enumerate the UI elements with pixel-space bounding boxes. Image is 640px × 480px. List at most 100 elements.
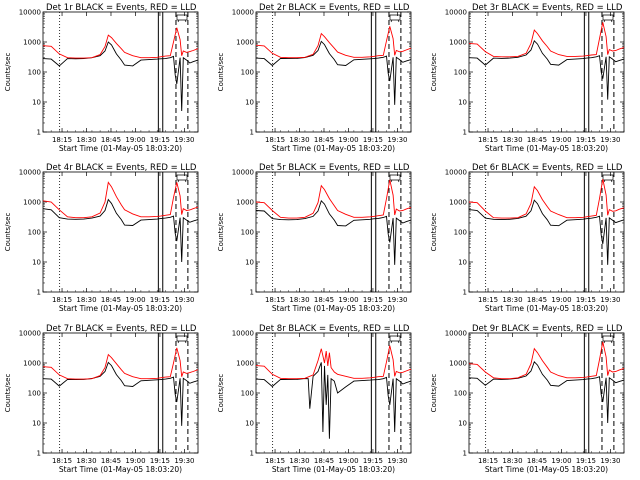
y-tick-label: 1000 [236, 199, 254, 207]
x-tick-label: 19:15 [363, 136, 383, 144]
y-tick-label: 1 [37, 289, 41, 297]
series-events-line [468, 360, 625, 424]
series-events-line [255, 199, 412, 265]
x-tick-label: 18:15 [52, 296, 72, 304]
panel-title: Det 5r BLACK = Events, RED = LLD [259, 163, 410, 173]
panel-det-4r: Det 4r BLACK = Events, RED = LLD 1 10 100 10… [4, 163, 199, 313]
x-tick-label: 19:00 [551, 457, 571, 465]
x-tick-label: 18:45 [527, 136, 547, 144]
x-tick-label: 18:30 [76, 136, 96, 144]
x-axis-label: Start Time (01-May-05 18:03:20) [59, 144, 182, 153]
y-tick-label: 1000 [23, 360, 41, 368]
attenuator-icon [389, 14, 401, 23]
y-tick-label: 1000 [236, 360, 254, 368]
x-tick-label: 18:15 [265, 457, 285, 465]
x-tick-label: 19:00 [338, 296, 358, 304]
y-tick-label: 10 [245, 420, 254, 428]
y-tick-label: 100 [454, 390, 467, 398]
attenuator-icon [176, 174, 188, 183]
y-tick-label: 10000 [19, 169, 41, 177]
y-tick-label: 10000 [232, 9, 254, 17]
y-axis-label: Counts/sec [4, 374, 12, 413]
y-axis-label: Counts/sec [217, 374, 225, 413]
attenuator-icon [602, 335, 614, 344]
panel-det-2r: Det 2r BLACK = Events, RED = LLD 1 10 100 10… [217, 3, 412, 153]
y-tick-label: 1000 [236, 39, 254, 47]
x-tick-label: 18:45 [314, 457, 334, 465]
x-tick-label: 19:30 [387, 296, 407, 304]
series-events-line [468, 39, 625, 100]
x-axis-label: Start Time (01-May-05 18:03:20) [272, 465, 395, 474]
x-tick-label: 19:30 [174, 296, 194, 304]
x-tick-label: 18:30 [76, 457, 96, 465]
y-tick-label: 10 [32, 99, 41, 107]
x-axis-label: Start Time (01-May-05 18:03:20) [59, 465, 182, 474]
x-tick-label: 19:30 [174, 136, 194, 144]
y-tick-label: 100 [454, 69, 467, 77]
y-tick-label: 100 [241, 229, 254, 237]
y-tick-label: 10 [458, 259, 467, 267]
x-tick-label: 19:00 [125, 136, 145, 144]
x-tick-label: 19:15 [363, 457, 383, 465]
panel-title: Det 4r BLACK = Events, RED = LLD [46, 163, 197, 173]
x-tick-label: 19:30 [600, 296, 620, 304]
y-tick-label: 10 [458, 420, 467, 428]
y-tick-label: 10 [245, 259, 254, 267]
y-tick-label: 10000 [445, 169, 467, 177]
x-tick-label: 18:15 [265, 136, 285, 144]
series-lld-line [42, 347, 199, 380]
y-tick-label: 100 [28, 69, 41, 77]
x-tick-label: 19:00 [338, 136, 358, 144]
x-tick-label: 19:30 [387, 457, 407, 465]
x-axis-label: Start Time (01-May-05 18:03:20) [59, 304, 182, 313]
panel-title: Det 3r BLACK = Events, RED = LLD [472, 3, 623, 13]
y-tick-label: 1000 [23, 199, 41, 207]
y-tick-label: 10 [32, 259, 41, 267]
y-tick-label: 10000 [232, 330, 254, 338]
x-tick-label: 19:00 [125, 457, 145, 465]
attenuator-icon [602, 14, 614, 23]
x-tick-label: 19:15 [576, 136, 596, 144]
panel-title: Det 1r BLACK = Events, RED = LLD [46, 3, 197, 13]
attenuator-icon [389, 174, 401, 183]
y-tick-label: 1000 [449, 360, 467, 368]
x-tick-label: 18:15 [265, 296, 285, 304]
y-axis-label: Counts/sec [4, 53, 12, 92]
x-tick-label: 19:30 [387, 136, 407, 144]
y-tick-label: 10 [458, 99, 467, 107]
x-tick-label: 18:15 [478, 296, 498, 304]
panel-title: Det 2r BLACK = Events, RED = LLD [259, 3, 410, 13]
x-tick-label: 19:15 [150, 136, 170, 144]
x-tick-label: 18:15 [52, 457, 72, 465]
series-lld-line [468, 341, 625, 380]
panel-det-6r: Det 6r BLACK = Events, RED = LLD 1 10 100 10… [430, 163, 625, 313]
x-tick-label: 18:45 [527, 457, 547, 465]
x-tick-label: 18:15 [52, 136, 72, 144]
series-events-line [468, 199, 625, 265]
y-tick-label: 1 [250, 129, 254, 137]
x-tick-label: 18:30 [502, 136, 522, 144]
panel-det-8r: Det 8r BLACK = Events, RED = LLD 1 10 100 10… [217, 324, 412, 474]
series-lld-line [42, 27, 199, 59]
x-tick-label: 19:15 [363, 296, 383, 304]
y-tick-label: 10000 [19, 9, 41, 17]
y-tick-label: 1 [463, 129, 467, 137]
x-tick-label: 18:45 [101, 136, 121, 144]
y-tick-label: 1 [37, 129, 41, 137]
x-tick-label: 19:15 [150, 457, 170, 465]
y-tick-label: 10000 [445, 9, 467, 17]
x-axis-label: Start Time (01-May-05 18:03:20) [485, 465, 608, 474]
y-tick-label: 100 [454, 229, 467, 237]
x-tick-label: 19:15 [576, 457, 596, 465]
y-tick-label: 1000 [449, 39, 467, 47]
x-axis-label: Start Time (01-May-05 18:03:20) [272, 304, 395, 313]
panel-det-9r: Det 9r BLACK = Events, RED = LLD 1 10 100 10… [430, 324, 625, 474]
x-tick-label: 19:15 [576, 296, 596, 304]
series-lld-line [255, 179, 412, 219]
y-tick-label: 10000 [19, 330, 41, 338]
x-tick-label: 18:15 [478, 136, 498, 144]
series-events-line [255, 362, 412, 439]
attenuator-icon [176, 14, 188, 23]
panel-title: Det 6r BLACK = Events, RED = LLD [472, 163, 623, 173]
x-axis-label: Start Time (01-May-05 18:03:20) [272, 144, 395, 153]
